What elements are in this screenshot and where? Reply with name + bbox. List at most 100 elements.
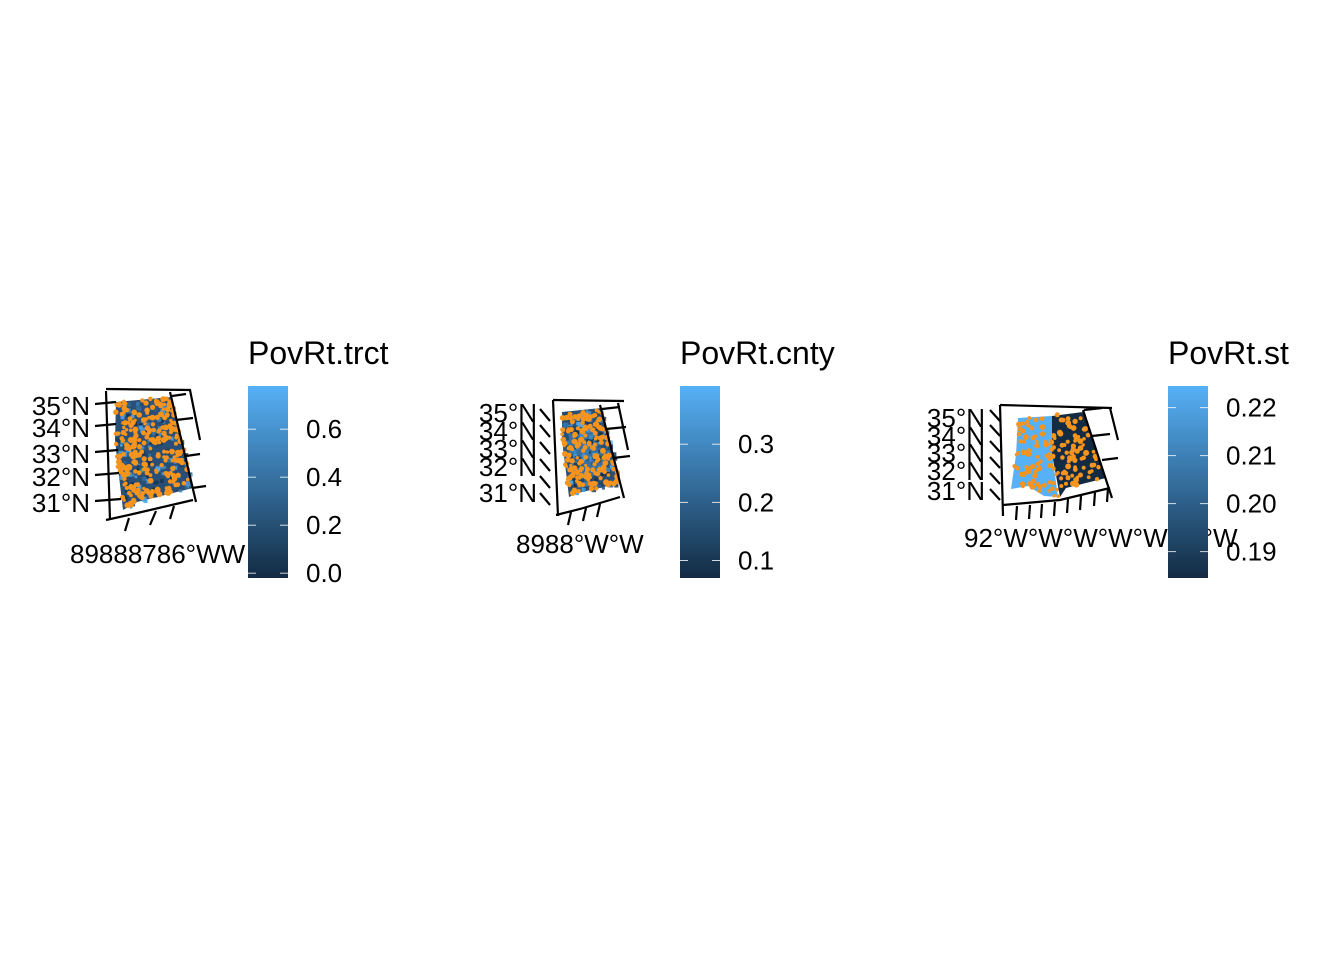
map-cell [571, 447, 577, 453]
map-point [122, 425, 126, 430]
map-point [564, 480, 571, 486]
map-point [592, 453, 599, 460]
map-cell [140, 427, 146, 433]
map-point [175, 482, 181, 487]
map-point [595, 472, 601, 477]
map-cell [139, 423, 143, 427]
legend-tick-label: 0.6 [306, 414, 342, 444]
map-point [1077, 445, 1084, 451]
map-cell [143, 498, 148, 503]
map-cell [569, 480, 574, 485]
map-cell [147, 461, 152, 466]
map-point [606, 473, 611, 477]
map-point [139, 449, 145, 455]
map-point [126, 464, 130, 469]
panel-cnty: 35°N 34°N 33°N 32°N 31°N 8988°W°W PovRt.… [479, 335, 835, 578]
map-cell [137, 485, 142, 490]
map-cell [157, 420, 161, 424]
map-point [157, 401, 164, 407]
map-point [583, 455, 588, 460]
map-point [574, 443, 580, 449]
map-cell [128, 419, 132, 423]
map-cell [571, 450, 575, 455]
map-point [1031, 478, 1037, 484]
map-cell [163, 404, 168, 409]
map-point [566, 427, 571, 432]
map-point [1075, 475, 1080, 480]
map-point [114, 402, 120, 407]
map-cell [579, 413, 585, 418]
map-cell [125, 439, 129, 444]
map-point [120, 466, 125, 471]
map-cell [159, 484, 163, 489]
map-point [162, 402, 166, 406]
map-point [120, 429, 127, 436]
map-point [1047, 452, 1051, 456]
map-point [1070, 473, 1075, 478]
map-cell [571, 478, 577, 483]
map-cell [584, 449, 590, 454]
map-point [132, 441, 138, 446]
map-point [603, 455, 608, 460]
map-point [173, 441, 178, 446]
map-cell [563, 428, 569, 433]
map-point [155, 490, 160, 495]
map-cell [157, 417, 162, 422]
map-cell [599, 432, 604, 437]
colorbar-st [1168, 386, 1208, 578]
map-point [572, 434, 576, 439]
map-point [163, 436, 169, 442]
map-point [592, 430, 598, 436]
map-cell [155, 445, 158, 448]
map-cell [161, 472, 165, 476]
map-point [605, 481, 611, 488]
map-point [155, 453, 161, 459]
map-cell [119, 475, 124, 480]
legend-tick-label: 0.4 [306, 462, 342, 492]
map-point [141, 440, 147, 446]
map-point [142, 486, 146, 491]
map-cell [138, 425, 143, 430]
map-cell [179, 489, 183, 493]
map-point [1024, 465, 1028, 469]
map-point [1060, 471, 1066, 476]
map-cell [155, 406, 158, 410]
map-point [114, 441, 119, 447]
map-point [133, 430, 138, 435]
map-point [179, 460, 185, 466]
map-point [124, 472, 128, 477]
map-cell [138, 463, 141, 466]
map-cell [163, 466, 167, 469]
map-point [611, 481, 617, 487]
map-cell [563, 422, 569, 428]
map-cell [572, 426, 577, 431]
map-point [1072, 433, 1078, 439]
map-point [141, 456, 147, 462]
map-cell [594, 477, 598, 482]
map-cell [149, 441, 153, 445]
map-point [1023, 470, 1028, 475]
map-point [586, 440, 592, 446]
map-point [1059, 484, 1064, 488]
map-point [1056, 429, 1063, 436]
map-point [1027, 416, 1032, 420]
map-point [578, 436, 584, 443]
lat-label-32-st: 32°N [927, 456, 985, 486]
map-point [1046, 455, 1052, 461]
map-point [170, 420, 175, 425]
map-point [143, 422, 147, 426]
map-point [126, 504, 131, 508]
map-point [124, 467, 130, 473]
map-point [165, 406, 171, 413]
map-point [594, 486, 599, 491]
map-point [1030, 463, 1036, 469]
map-point [577, 475, 582, 480]
map-cell [601, 472, 605, 477]
map-cell [159, 418, 164, 423]
map-point [1018, 439, 1023, 444]
map-st [989, 403, 1120, 521]
map-point [144, 470, 150, 476]
map-cell [606, 450, 610, 454]
map-point [1015, 465, 1020, 471]
map-cnty [539, 398, 631, 526]
